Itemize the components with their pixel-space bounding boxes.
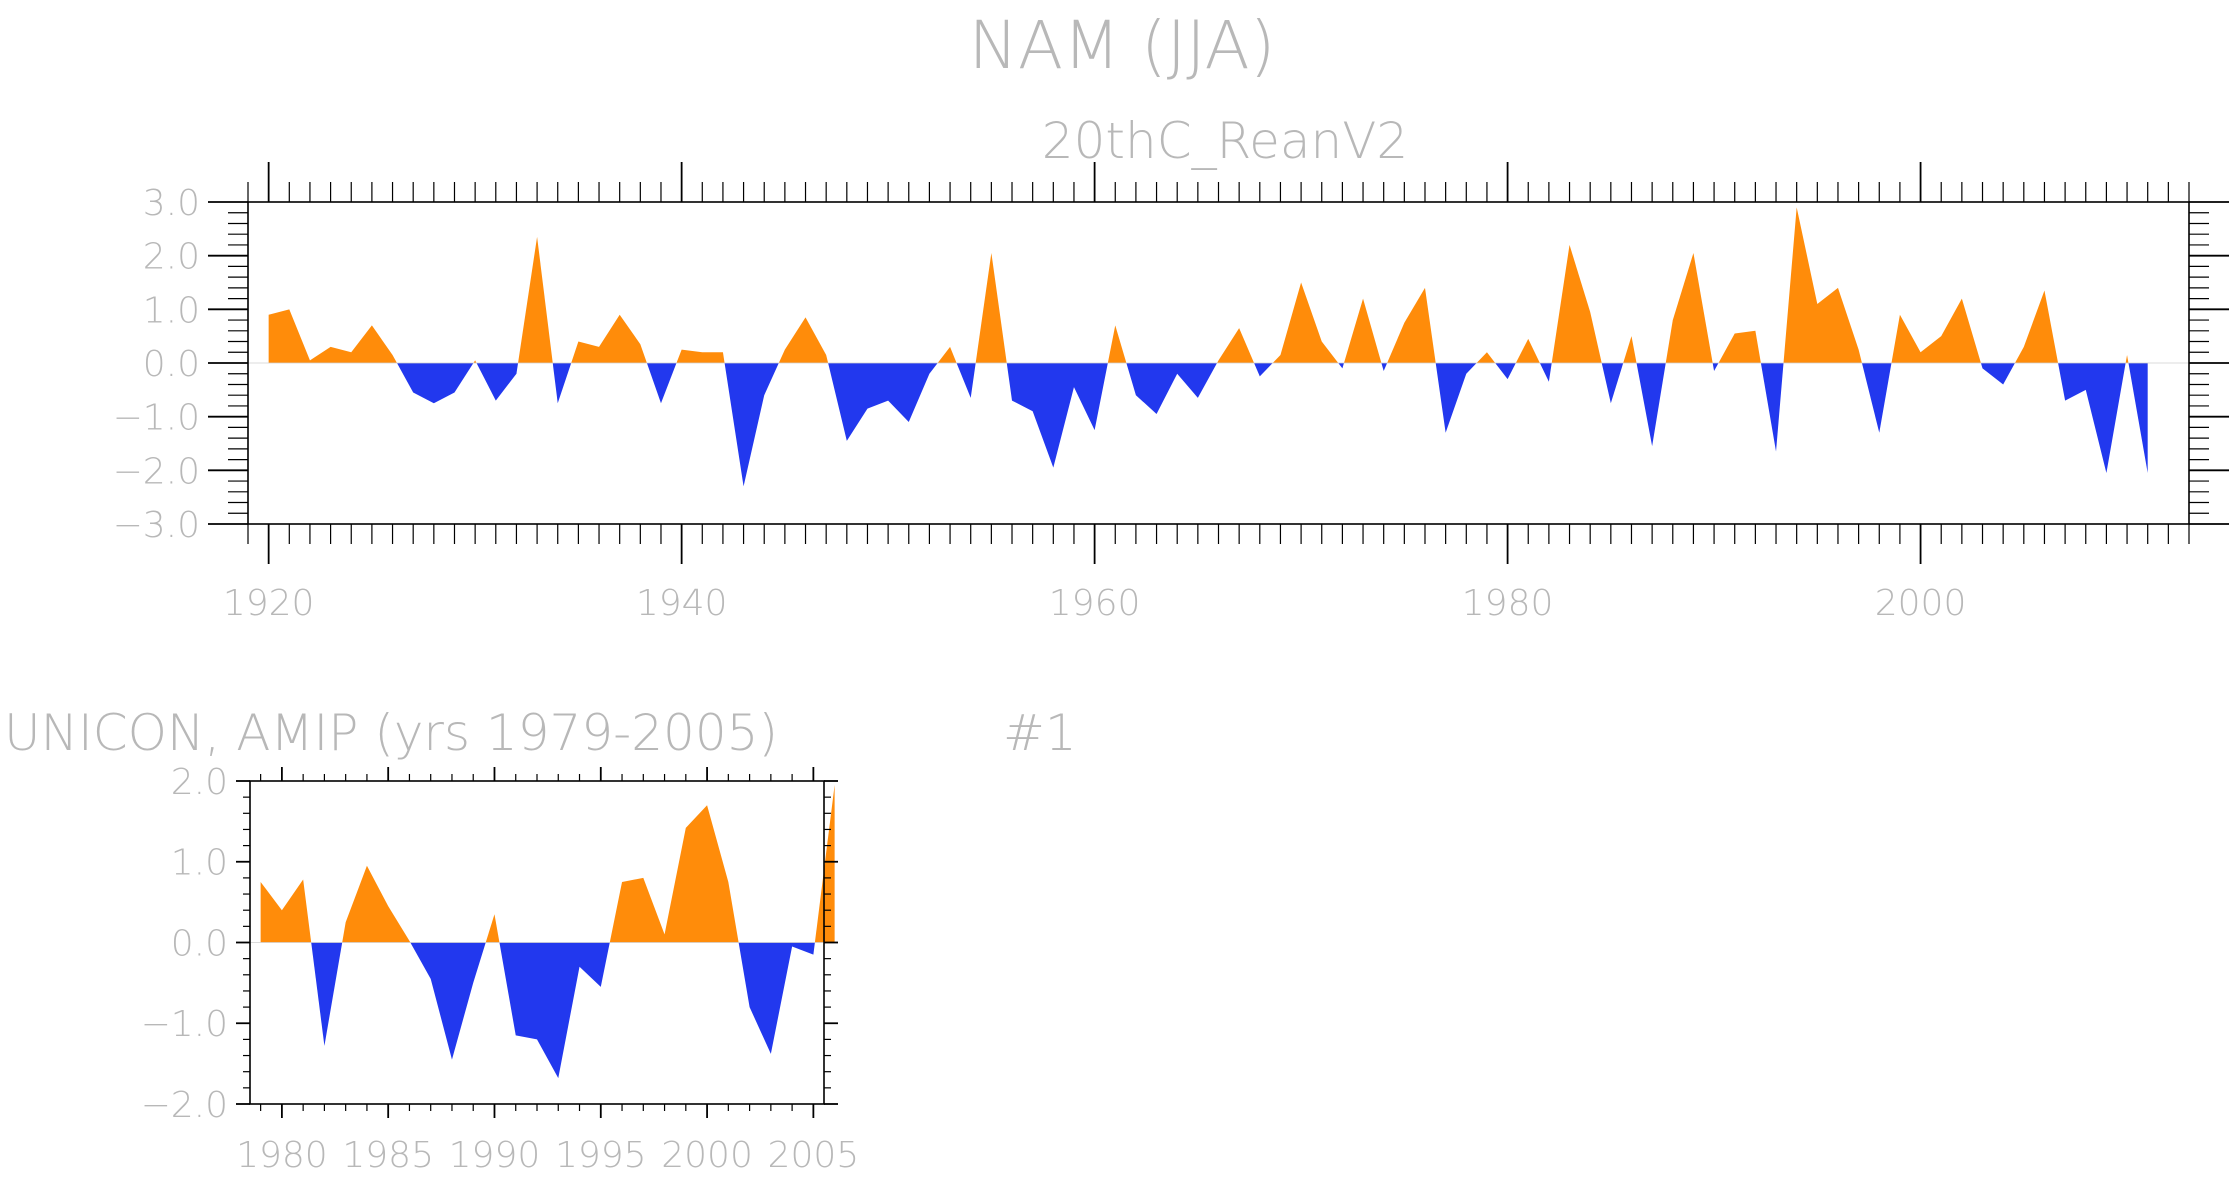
positive-area-2 xyxy=(485,914,500,943)
x-tick-label: 1940 xyxy=(636,583,728,624)
positive-area-18 xyxy=(1718,330,1761,363)
positive-area-1 xyxy=(473,360,477,363)
y-tick-label: 0.0 xyxy=(171,923,228,964)
y-tick-label: 3.0 xyxy=(143,183,200,224)
bottom-chart-annotation: #1 xyxy=(1003,704,1077,762)
negative-area-14 xyxy=(1539,363,1552,382)
positive-area-13 xyxy=(1476,352,1496,363)
y-tick-label: 1.0 xyxy=(171,843,228,884)
positive-area-21 xyxy=(2014,290,2059,363)
y-tick-label: −1.0 xyxy=(141,1004,228,1045)
negative-area-7 xyxy=(1006,363,1108,468)
positive-area-0 xyxy=(260,879,312,943)
negative-area-3 xyxy=(646,363,677,404)
negative-area-11 xyxy=(1381,363,1388,372)
positive-area-16 xyxy=(1623,336,1637,363)
x-tick-label: 1920 xyxy=(223,583,315,624)
positive-area-1 xyxy=(342,865,411,943)
negative-area-9 xyxy=(1254,363,1273,377)
negative-area-3 xyxy=(738,942,815,1054)
positive-area-7 xyxy=(975,252,1007,363)
negative-area-15 xyxy=(1601,363,1624,404)
negative-area-2 xyxy=(552,363,572,404)
x-tick-label: 1980 xyxy=(236,1135,328,1176)
positive-area-17 xyxy=(1665,252,1713,363)
x-tick-label: 1960 xyxy=(1049,583,1141,624)
y-tick-label: −2.0 xyxy=(113,451,200,492)
positive-area-14 xyxy=(1515,338,1540,363)
negative-area-4 xyxy=(724,363,779,487)
positive-area-10 xyxy=(1272,282,1339,363)
negative-area-13 xyxy=(1495,363,1516,380)
positive-area-2 xyxy=(518,236,553,363)
x-tick-label: 1995 xyxy=(555,1135,647,1176)
positive-area-3 xyxy=(609,805,739,943)
y-tick-label: 1.0 xyxy=(143,290,200,331)
main-title: NAM (JJA) xyxy=(969,7,1276,84)
positive-area-4 xyxy=(676,349,725,363)
negative-area-20 xyxy=(1980,363,2015,385)
negative-area-2 xyxy=(499,942,610,1079)
y-tick-label: 2.0 xyxy=(143,237,200,278)
negative-area-12 xyxy=(1435,363,1477,433)
negative-area-5 xyxy=(828,363,938,441)
negative-area-0 xyxy=(396,363,474,404)
negative-area-21 xyxy=(2058,363,2126,474)
x-tick-label: 2000 xyxy=(661,1135,753,1176)
x-tick-label: 2000 xyxy=(1875,583,1967,624)
negative-area-10 xyxy=(1338,363,1344,369)
y-tick-label: 0.0 xyxy=(143,344,200,385)
positive-area-15 xyxy=(1551,244,1602,363)
positive-area-8 xyxy=(1107,325,1127,363)
y-tick-label: −1.0 xyxy=(113,398,200,439)
positive-area-3 xyxy=(571,314,647,363)
negative-area-1 xyxy=(476,363,519,401)
negative-area-0 xyxy=(311,942,343,1046)
negative-area-8 xyxy=(1126,363,1218,414)
positive-area-12 xyxy=(1387,287,1436,363)
x-tick-label: 1985 xyxy=(342,1135,434,1176)
positive-area-11 xyxy=(1343,298,1382,363)
y-tick-label: −2.0 xyxy=(141,1085,228,1126)
positive-area-19 xyxy=(1783,207,1862,363)
x-tick-label: 2005 xyxy=(768,1135,860,1176)
x-tick-label: 1990 xyxy=(449,1135,541,1176)
top-chart-title: 20thC_ReanV2 xyxy=(1042,112,1408,170)
negative-area-1 xyxy=(410,942,486,1060)
negative-area-22 xyxy=(2128,363,2148,474)
positive-area-22 xyxy=(2125,354,2129,363)
y-tick-label: −3.0 xyxy=(113,505,200,546)
negative-area-17 xyxy=(1712,363,1719,372)
positive-area-20 xyxy=(1891,298,1981,363)
bottom-chart-title: UNICON, AMIP (yrs 1979-2005) xyxy=(4,704,778,762)
negative-area-18 xyxy=(1760,363,1784,452)
negative-area-6 xyxy=(956,363,976,398)
x-tick-label: 1980 xyxy=(1462,583,1554,624)
positive-area-5 xyxy=(778,317,829,363)
positive-area-6 xyxy=(937,346,957,363)
y-tick-label: 2.0 xyxy=(171,762,228,803)
negative-area-16 xyxy=(1636,363,1666,447)
positive-area-9 xyxy=(1217,328,1255,363)
positive-area-0 xyxy=(268,309,397,363)
negative-area-19 xyxy=(1861,363,1892,433)
top-chart: 3.0 2.0 1.0 0.0 −1.0 −2.0 −3.0 1920 1940 1960 1980… xyxy=(113,162,2229,624)
